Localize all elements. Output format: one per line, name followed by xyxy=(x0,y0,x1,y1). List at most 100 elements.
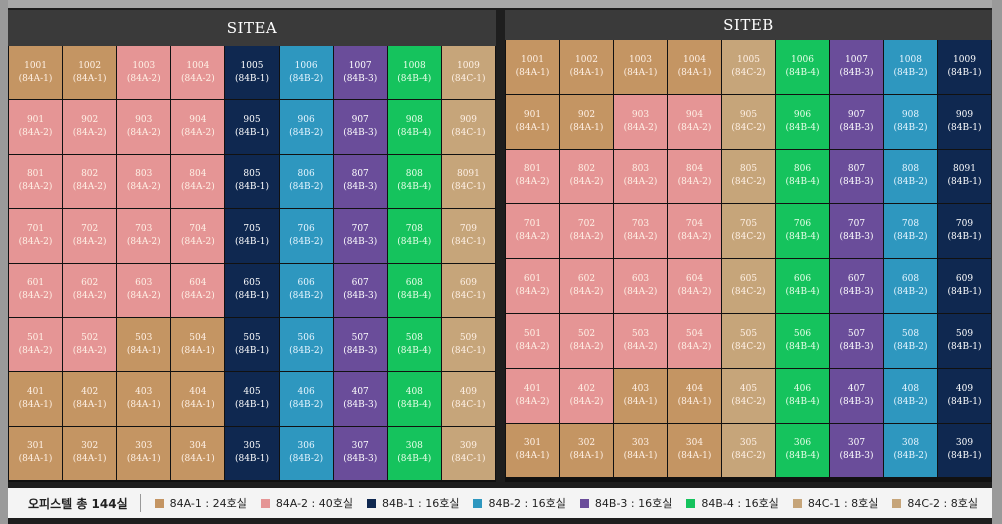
unit-number: 808 xyxy=(901,164,920,175)
unit-cell: 402 (84A-2) xyxy=(560,368,613,423)
unit-number: 306 xyxy=(297,441,315,452)
unit-type: (84A-1) xyxy=(72,400,107,411)
unit-number: 505 xyxy=(739,328,758,339)
unit-cell: 1009 (84B-1) xyxy=(938,40,991,94)
unit-cell: 608 (84B-4) xyxy=(387,263,441,317)
unit-type: (84A-2) xyxy=(126,291,161,302)
unit-type: (84B-2) xyxy=(289,236,324,247)
unit-type: (84B-3) xyxy=(343,182,378,193)
unit-type: (84A-2) xyxy=(181,291,215,302)
unit-cell: 306 (84B-4) xyxy=(776,423,829,478)
unit-cell: 605 (84C-2) xyxy=(722,259,775,313)
unit-type: (84B-3) xyxy=(839,177,874,188)
unit-type: (84A-2) xyxy=(18,128,53,139)
unit-type: (84B-3) xyxy=(343,128,378,139)
unit-type: (84B-1) xyxy=(947,177,982,188)
unit-type: (84A-1) xyxy=(72,454,107,465)
unit-cell: 805 (84B-1) xyxy=(225,154,279,209)
unit-type: (84B-4) xyxy=(397,128,432,139)
unit-cell: 803 (84A-2) xyxy=(614,149,667,204)
legend-swatch xyxy=(154,498,164,508)
unit-cell: 1007 (84B-3) xyxy=(830,40,883,94)
site-a-panel: SITEA 1001 (84A-1) 1002 (84A-1) 1003 (84A-2) 1… xyxy=(8,10,496,482)
unit-type: (84C-2) xyxy=(731,122,766,133)
unit-type: (84A-1) xyxy=(623,67,658,78)
unit-cell: 609 (84C-1) xyxy=(441,263,495,317)
unit-number: 502 xyxy=(81,332,99,343)
unit-type: (84A-1) xyxy=(569,122,604,133)
unit-number: 902 xyxy=(81,115,99,126)
unit-number: 909 xyxy=(459,115,478,126)
unit-cell: 704 (84A-2) xyxy=(171,209,225,263)
legend-swatch xyxy=(892,498,902,508)
unit-cell: 507 (84B-3) xyxy=(333,317,387,372)
unit-type: (84B-2) xyxy=(893,287,928,298)
unit-type: (84B-2) xyxy=(289,454,324,465)
unit-cell: 505 (84B-1) xyxy=(225,317,279,372)
unit-type: (84A-2) xyxy=(515,287,550,298)
legend-swatch xyxy=(367,498,376,508)
unit-cell: 408 (84B-2) xyxy=(884,368,937,423)
unit-number: 703 xyxy=(631,219,650,230)
unit-type: (84B-4) xyxy=(397,345,432,356)
unit-number: 802 xyxy=(577,164,596,175)
unit-cell: 706 (84B-4) xyxy=(776,204,829,259)
unit-cell: 606 (84B-4) xyxy=(776,259,829,313)
unit-cell: 709 (84C-1) xyxy=(441,209,495,263)
unit-type: (84A-2) xyxy=(569,341,604,352)
unit-type: (84B-1) xyxy=(234,291,269,302)
unit-cell: 604 (84A-2) xyxy=(171,263,225,317)
unit-number: 1004 xyxy=(186,60,210,71)
legend-label: 84C-2 : 8호실 xyxy=(907,497,978,510)
unit-number: 604 xyxy=(189,278,207,289)
unit-number: 908 xyxy=(405,115,423,126)
unit-cell: 304 (84A-1) xyxy=(668,423,721,478)
legend-item: 84C-2 : 8호실 xyxy=(892,495,978,511)
unit-type: (84B-2) xyxy=(893,122,928,133)
unit-cell: 802 (84A-2) xyxy=(63,154,117,209)
unit-number: 806 xyxy=(793,164,812,175)
unit-type: (84B-4) xyxy=(785,287,820,298)
unit-cell: 607 (84B-3) xyxy=(830,259,883,313)
unit-number: 301 xyxy=(523,438,542,449)
unit-type: (84B-1) xyxy=(947,122,982,133)
unit-cell: 709 (84B-1) xyxy=(938,204,991,259)
unit-type: (84B-1) xyxy=(234,236,269,247)
unit-cell: 504 (84A-1) xyxy=(171,317,225,372)
unit-type: (84A-1) xyxy=(515,122,550,133)
unit-type: (84C-2) xyxy=(731,396,766,407)
unit-number: 303 xyxy=(631,438,650,449)
unit-cell: 901 (84A-1) xyxy=(506,94,559,149)
unit-number: 502 xyxy=(577,328,596,339)
unit-number: 801 xyxy=(523,164,542,175)
unit-type: (84B-2) xyxy=(289,182,324,193)
unit-cell: 409 (84B-1) xyxy=(938,368,991,423)
unit-type: (84B-4) xyxy=(785,341,820,352)
unit-type: (84A-1) xyxy=(677,396,712,407)
unit-number: 1007 xyxy=(348,60,372,71)
unit-cell: 801 (84A-2) xyxy=(9,154,63,209)
unit-type: (84A-2) xyxy=(677,287,712,298)
unit-number: 806 xyxy=(297,169,315,180)
unit-type: (84C-1) xyxy=(451,345,486,356)
unit-type: (84A-2) xyxy=(677,177,712,188)
unit-type: (84A-2) xyxy=(126,182,161,193)
unit-type: (84B-2) xyxy=(289,345,324,356)
unit-type: (84A-2) xyxy=(126,236,161,247)
legend-label: 84C-1 : 8호실 xyxy=(807,497,879,510)
unit-cell: 407 (84B-3) xyxy=(333,372,387,426)
unit-number: 304 xyxy=(189,441,207,452)
legend-label: 84A-1 : 24호실 xyxy=(169,497,247,510)
unit-type: (84A-1) xyxy=(569,451,604,462)
unit-cell: 804 (84A-2) xyxy=(668,149,721,204)
unit-type: (84A-1) xyxy=(569,67,604,78)
unit-cell: 406 (84B-4) xyxy=(776,368,829,423)
unit-type: (84C-1) xyxy=(451,291,486,302)
unit-cell: 509 (84B-1) xyxy=(938,313,991,368)
unit-number: 701 xyxy=(26,223,45,234)
unit-cell: 1006 (84B-4) xyxy=(776,40,829,94)
unit-type: (84C-2) xyxy=(731,287,766,298)
unit-type: (84B-1) xyxy=(947,396,982,407)
unit-number: 1008 xyxy=(402,60,426,71)
unit-cell: 909 (84C-1) xyxy=(441,100,495,154)
